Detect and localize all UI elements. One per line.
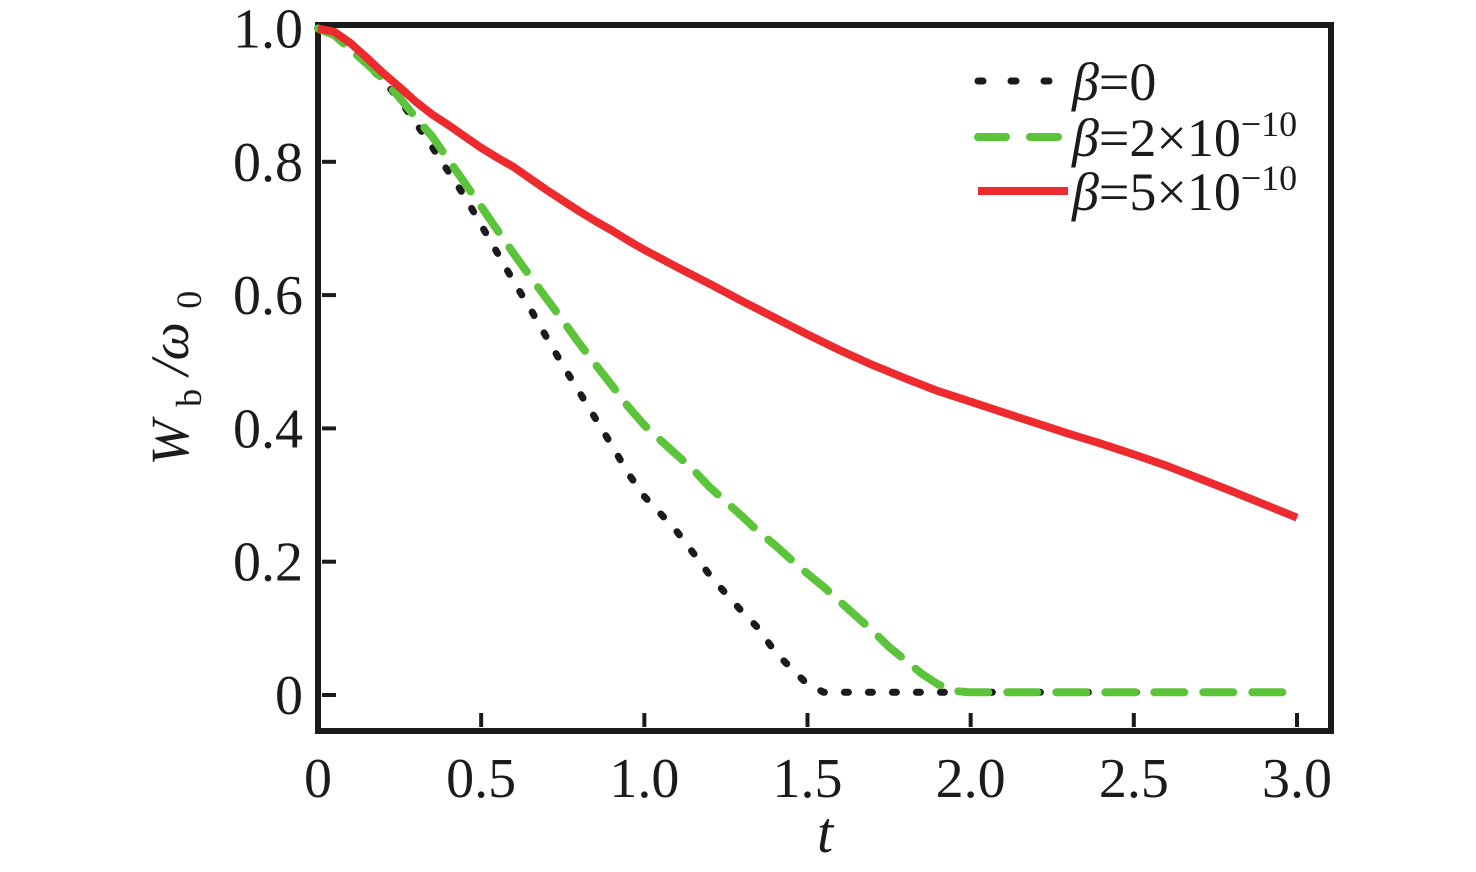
plot-frame xyxy=(315,22,1334,734)
series-beta-2e-10 xyxy=(314,24,1301,697)
x-tick-label-1.5: 1.5 xyxy=(772,748,842,810)
y-tick-label-1.0: 1.0 xyxy=(233,0,303,61)
y-tick-label-0.4: 0.4 xyxy=(233,398,303,460)
x-tick-label-2.5: 2.5 xyxy=(1099,748,1169,810)
legend-label-beta-2e-10: β=2×10−10 xyxy=(1071,104,1297,168)
y-tick-label-0: 0 xyxy=(275,665,303,727)
y-title-slash-omega: /ω xyxy=(140,322,200,378)
x-tick-label-2.0: 2.0 xyxy=(936,748,1006,810)
y-tick-label-0.6: 0.6 xyxy=(233,265,303,327)
x-axis-title: t xyxy=(817,800,835,865)
legend-label-beta-5e-10: β=5×10−10 xyxy=(1071,158,1297,222)
series-beta-5e-10 xyxy=(317,24,1299,522)
x-tick-label-3.0: 3.0 xyxy=(1262,748,1332,810)
y-title-subscript-0: 0 xyxy=(169,291,209,309)
y-tick-label-0.2: 0.2 xyxy=(233,532,303,594)
y-title-subscript-b: b xyxy=(169,389,209,407)
y-axis-title: W b /ω 0 xyxy=(140,291,213,466)
x-tick-label-0.5: 0.5 xyxy=(446,748,516,810)
x-tick-label-0: 0 xyxy=(304,748,332,810)
y-tick-label-0.8: 0.8 xyxy=(233,132,303,194)
chart-generated-layer: 0 0.5 1.0 1.5 2.0 2.5 3.000.20.40.60.81.0β=0β=… xyxy=(233,0,1334,810)
legend-label-beta-0: β=0 xyxy=(1071,52,1156,112)
y-title-symbol: W xyxy=(140,415,200,465)
x-tick-label-1.0: 1.0 xyxy=(609,748,679,810)
